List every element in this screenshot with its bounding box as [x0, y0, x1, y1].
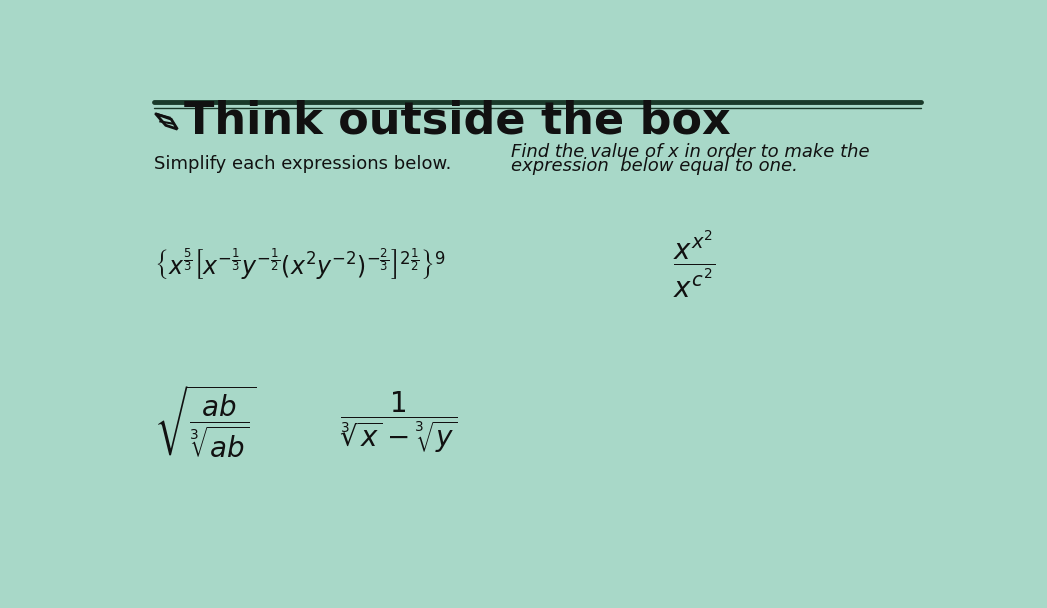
- Text: $\dfrac{1}{\sqrt[3]{x}-\sqrt[3]{y}}$: $\dfrac{1}{\sqrt[3]{x}-\sqrt[3]{y}}$: [340, 389, 458, 455]
- Text: Think outside the box: Think outside the box: [183, 99, 731, 142]
- Text: $\dfrac{x^{x^{2}}}{x^{c^{2}}}$: $\dfrac{x^{x^{2}}}{x^{c^{2}}}$: [673, 228, 716, 300]
- Text: $\sqrt{\dfrac{ab}{\sqrt[3]{ab}}}$: $\sqrt{\dfrac{ab}{\sqrt[3]{ab}}}$: [154, 384, 257, 460]
- Text: expression  below equal to one.: expression below equal to one.: [511, 157, 798, 175]
- Text: $\left\{x^{\frac{5}{3}}\left[x^{-\frac{1}{3}}y^{-\frac{1}{2}}(x^{2}y^{-2})^{-\fr: $\left\{x^{\frac{5}{3}}\left[x^{-\frac{1…: [154, 246, 446, 282]
- Text: Simplify each expressions below.: Simplify each expressions below.: [154, 155, 451, 173]
- Text: Find the value of x in order to make the: Find the value of x in order to make the: [511, 143, 869, 161]
